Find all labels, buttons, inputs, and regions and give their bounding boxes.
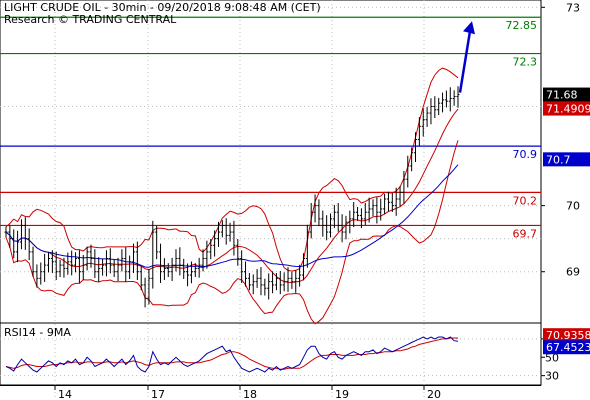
pivot-box: 70.7 — [543, 152, 590, 167]
rsi-panel — [0, 322, 542, 386]
price-panel — [0, 0, 542, 324]
rsi-ma-box-text: 70.9358 — [546, 329, 590, 342]
level-label: 70.9 — [513, 148, 538, 161]
rsi-ma-box: 70.9358 — [543, 328, 590, 343]
rsi-line — [5, 336, 459, 373]
x-tick-label: 17 — [151, 388, 165, 400]
projection-arrow-head — [463, 21, 475, 35]
rsi-tick-label: 50 — [545, 351, 559, 364]
rsi-ma-line — [5, 337, 458, 370]
moving-average-short — [5, 108, 459, 284]
x-tick-label: 19 — [335, 388, 349, 400]
moving-average-box-bg — [543, 101, 590, 116]
y-tick-label: 73 — [566, 1, 580, 14]
level-label: 72.3 — [513, 56, 538, 69]
current-price-box-text: 71.68 — [546, 89, 578, 102]
bollinger-upper — [5, 67, 459, 272]
level-label: 70.2 — [513, 194, 538, 207]
level-label: 72.85 — [506, 19, 538, 32]
rsi-tick-label: 30 — [545, 370, 559, 383]
moving-average-box-text: 71.4909 — [546, 103, 590, 116]
projection-arrow — [458, 31, 472, 93]
rsi-ma-box-bg — [543, 328, 590, 343]
rsi-value-box: 67.4523 — [543, 340, 590, 355]
rsi-value-box-bg — [543, 340, 590, 355]
y-tick-label: 69 — [566, 266, 580, 279]
y-tick-label: 70 — [566, 200, 580, 213]
current-price-box-bg — [543, 87, 590, 102]
pivot-box-text: 70.7 — [546, 153, 571, 166]
moving-average-long — [5, 164, 459, 268]
rsi-value-box-text: 67.4523 — [546, 341, 590, 354]
chart-title: LIGHT CRUDE OIL - 30min - 09/20/2018 9:0… — [4, 1, 321, 14]
current-price-box: 71.68 — [543, 87, 590, 102]
pivot-box-bg — [543, 152, 590, 167]
chart-subtitle: Research © TRADING CENTRAL — [4, 13, 177, 26]
x-tick-label: 20 — [427, 388, 441, 400]
rsi-title: RSI14 - 9MA — [4, 326, 71, 339]
level-label: 69.7 — [513, 227, 538, 240]
x-tick-label: 18 — [243, 388, 257, 400]
x-tick-label: 14 — [58, 388, 72, 400]
moving-average-box: 71.4909 — [543, 101, 590, 116]
